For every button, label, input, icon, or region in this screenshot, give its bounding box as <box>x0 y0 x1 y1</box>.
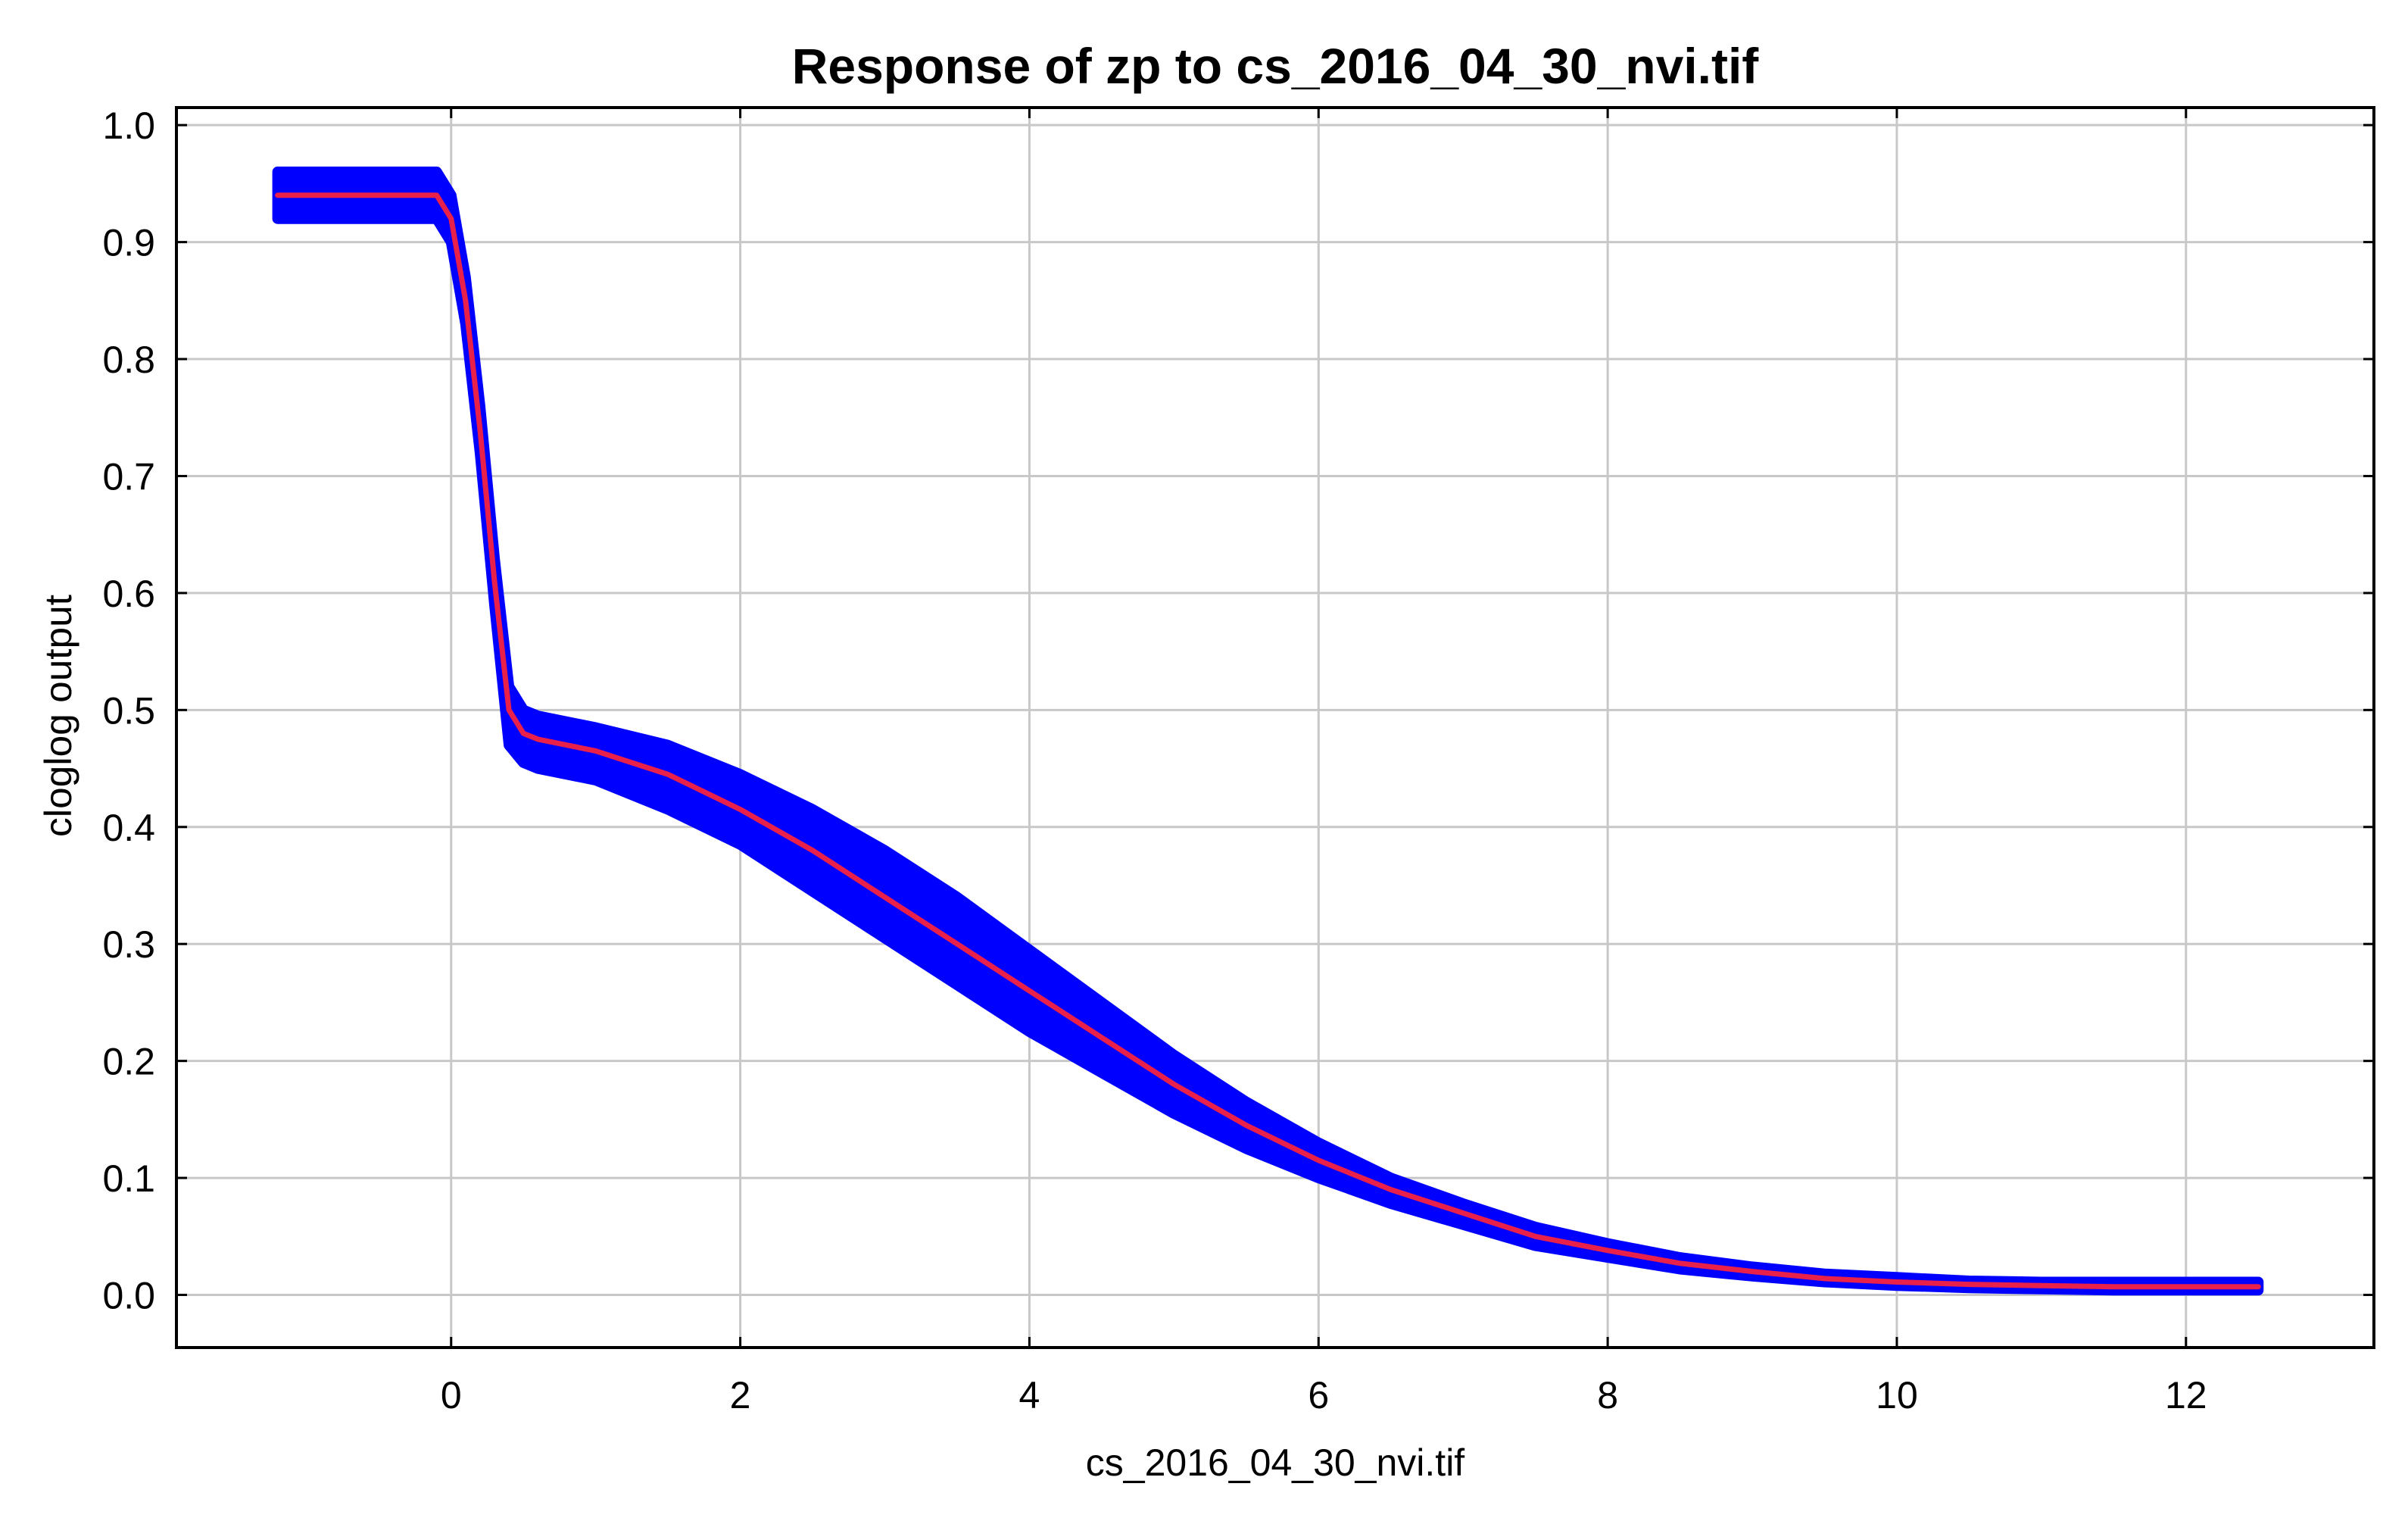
y-ticks: 0.0 0.1 0.2 0.3 0.4 0.5 0.6 0.7 0.8 0.9 1.0 <box>102 105 2374 1317</box>
y-tick-label: 0.2 <box>102 1041 155 1083</box>
confidence-band <box>272 166 2264 1296</box>
band-layer <box>272 166 2264 1296</box>
x-tick-label: 2 <box>730 1374 751 1416</box>
x-tick-label: 6 <box>1308 1374 1329 1416</box>
y-tick-label: 0.0 <box>102 1275 155 1317</box>
x-tick-label: 12 <box>2165 1374 2207 1416</box>
x-ticks: 0 2 4 6 8 10 12 <box>441 108 2207 1416</box>
y-tick-label: 0.5 <box>102 689 155 732</box>
chart-title: Response of zp to cs_2016_04_30_nvi.tif <box>792 38 1760 94</box>
plot-frame <box>175 106 2375 1349</box>
x-axis-title: cs_2016_04_30_nvi.tif <box>1086 1441 1464 1484</box>
y-tick-label: 0.1 <box>102 1157 155 1200</box>
y-tick-label: 0.7 <box>102 455 155 498</box>
x-tick-label: 10 <box>1876 1374 1918 1416</box>
y-axis-title: cloglog output <box>37 595 80 837</box>
x-tick-label: 0 <box>441 1374 462 1416</box>
x-tick-label: 4 <box>1019 1374 1040 1416</box>
y-tick-label: 0.3 <box>102 923 155 966</box>
x-tick-label: 8 <box>1597 1374 1618 1416</box>
y-tick-label: 0.6 <box>102 573 155 615</box>
mean-response-line <box>275 192 2261 1290</box>
y-tick-label: 1.0 <box>102 105 155 147</box>
grid-layer <box>176 108 2374 1348</box>
y-tick-label: 0.8 <box>102 339 155 381</box>
y-tick-label: 0.4 <box>102 807 155 849</box>
line-layer <box>275 192 2261 1290</box>
y-tick-label: 0.9 <box>102 222 155 264</box>
